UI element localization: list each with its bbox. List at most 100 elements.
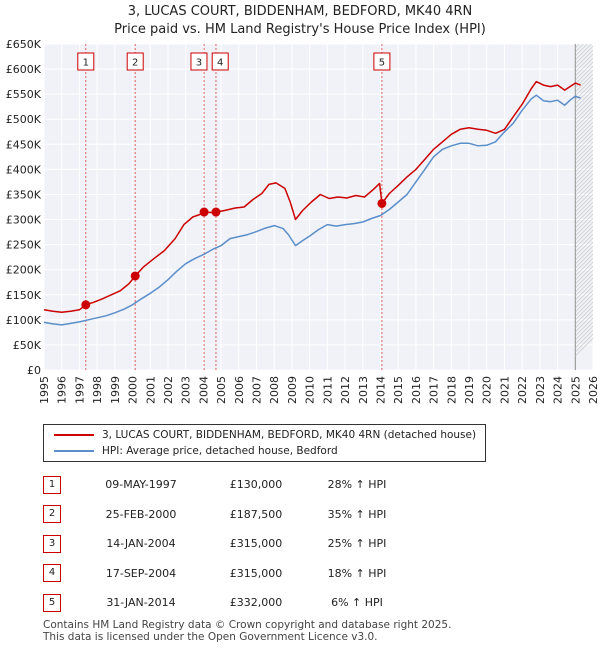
sale-row: 1 09-MAY-1997 £130,000 28% ↑ HPI — [43, 470, 407, 500]
sale-hpi-diff: 25% ↑ HPI — [327, 537, 387, 551]
sale-price: £130,000 — [229, 478, 283, 492]
x-tick-label: 2003 — [180, 376, 193, 404]
y-tick-label: £50K — [13, 339, 42, 352]
x-tick-label: 2015 — [392, 376, 405, 404]
y-tick-label: £200K — [6, 264, 42, 277]
sale-label-box — [190, 52, 208, 71]
sale-index-badge: 1 — [43, 475, 61, 494]
projection-hatch — [575, 301, 594, 321]
sale-label-number: 1 — [83, 58, 89, 69]
footer-copyright: Contains HM Land Registry data © Crown c… — [43, 619, 452, 631]
x-tick-label: 2012 — [339, 376, 352, 404]
plot-area — [44, 44, 593, 370]
x-tick-label: 2016 — [410, 376, 423, 404]
sale-date: 31-JAN-2014 — [106, 596, 176, 610]
y-tick-label: £0 — [27, 364, 41, 377]
footer-licence: This data is licensed under the Open Gov… — [43, 631, 378, 643]
x-tick-label: 2000 — [127, 376, 140, 404]
sale-hpi-diff: 35% ↑ HPI — [327, 507, 387, 521]
projection-hatch — [575, 93, 594, 113]
x-tick-label: 2025 — [569, 376, 582, 404]
y-tick-label: £600K — [6, 63, 42, 76]
x-tick-label: 2022 — [516, 376, 529, 404]
y-tick-label: £150K — [6, 289, 42, 302]
sale-label-number: 5 — [379, 58, 385, 69]
x-tick-label: 2007 — [251, 376, 264, 404]
y-tick-label: £100K — [6, 314, 42, 327]
y-tick-label: £250K — [6, 239, 42, 252]
x-tick-label: 2026 — [587, 376, 600, 404]
x-tick-label: 2019 — [463, 376, 476, 404]
projection-hatch — [575, 97, 594, 117]
sale-date: 25-FEB-2000 — [105, 507, 177, 521]
sale-label-box — [126, 52, 144, 71]
y-tick-label: £350K — [6, 188, 42, 201]
chart-title: 3, LUCAS COURT, BIDDENHAM, BEDFORD, MK40… — [127, 4, 473, 19]
x-tick-label: 2021 — [498, 376, 511, 404]
y-tick-label: £650K — [6, 38, 42, 51]
legend-item-property: 3, LUCAS COURT, BIDDENHAM, BEDFORD, MK40… — [54, 428, 476, 442]
sale-index-cell: 1 — [43, 470, 77, 500]
sale-price: £315,000 — [229, 537, 283, 551]
legend-swatch-hpi — [54, 450, 94, 452]
x-tick-label: 1996 — [56, 376, 69, 404]
legend: 3, LUCAS COURT, BIDDENHAM, BEDFORD, MK40… — [43, 424, 486, 462]
sale-hpi-diff: 18% ↑ HPI — [327, 566, 387, 580]
sale-row: 4 17-SEP-2004 £315,000 18% ↑ HPI — [43, 559, 407, 589]
x-tick-label: 2002 — [162, 376, 175, 404]
sale-index-cell: 5 — [43, 588, 77, 618]
sales-table: 1 09-MAY-1997 £130,000 28% ↑ HPI 2 25-FEB-200… — [43, 470, 407, 618]
sale-index-badge: 4 — [43, 564, 61, 583]
footer: Contains HM Land Registry data © Crown c… — [43, 619, 451, 643]
sale-index-cell: 4 — [43, 559, 77, 589]
legend-item-hpi: HPI: Average price, detached house, Bedf… — [54, 444, 338, 458]
sale-date: 14-JAN-2004 — [106, 537, 176, 551]
sale-point — [211, 207, 221, 217]
sale-index-badge: 5 — [43, 593, 61, 612]
sale-label-number: 3 — [196, 58, 202, 69]
sale-price: £332,000 — [229, 596, 283, 610]
sale-price: £315,000 — [229, 566, 283, 580]
sale-hpi-diff: 6% ↑ HPI — [331, 596, 383, 610]
x-tick-label: 2001 — [144, 376, 157, 404]
x-tick-label: 2018 — [445, 376, 458, 404]
x-tick-label: 2023 — [534, 376, 547, 404]
chart-subtitle: Price paid vs. HM Land Registry's House … — [114, 22, 486, 37]
legend-swatch-property — [54, 434, 94, 436]
sale-date: 09-MAY-1997 — [105, 478, 177, 492]
x-tick-label: 2014 — [374, 376, 387, 404]
sale-row: 5 31-JAN-2014 £332,000 6% ↑ HPI — [43, 588, 407, 618]
sale-point — [377, 198, 387, 208]
sale-index-cell: 2 — [43, 500, 77, 530]
legend-label-property: 3, LUCAS COURT, BIDDENHAM, BEDFORD, MK40… — [102, 429, 477, 441]
projection-hatch — [575, 89, 594, 109]
price-chart: 1 2 3 4 5 £0 £50K £100K £150K £200K £250K £300K £35… — [6, 38, 600, 404]
x-tick-label: 2008 — [268, 376, 281, 404]
x-tick-label: 2017 — [428, 376, 441, 404]
x-tick-label: 2011 — [321, 376, 334, 404]
projection-hatch — [575, 297, 594, 317]
x-tick-label: 1998 — [91, 376, 104, 404]
sale-hpi-diff: 28% ↑ HPI — [327, 478, 387, 492]
projection-hatch — [575, 313, 594, 333]
sale-label-number: 2 — [132, 58, 138, 69]
sale-point — [130, 271, 140, 281]
x-tick-label: 1995 — [38, 376, 51, 404]
y-tick-label: £500K — [6, 113, 42, 126]
sale-label-box — [373, 52, 391, 71]
projection-hatch — [575, 189, 594, 209]
sale-index-cell: 3 — [43, 529, 77, 559]
x-tick-label: 2013 — [357, 376, 370, 404]
x-tick-label: 1997 — [73, 376, 86, 404]
projection-hatch — [575, 305, 594, 325]
projection-hatch — [575, 309, 594, 329]
sale-date: 17-SEP-2004 — [105, 566, 177, 580]
x-tick-label: 2009 — [286, 376, 299, 404]
sale-label-box — [211, 52, 229, 71]
y-tick-label: £450K — [6, 138, 42, 151]
sale-label-box — [77, 52, 95, 71]
projection-hatch — [575, 197, 594, 217]
sale-index-badge: 3 — [43, 534, 61, 553]
legend-label-hpi: HPI: Average price, detached house, Bedf… — [102, 445, 338, 457]
projection-hatch — [575, 201, 594, 221]
